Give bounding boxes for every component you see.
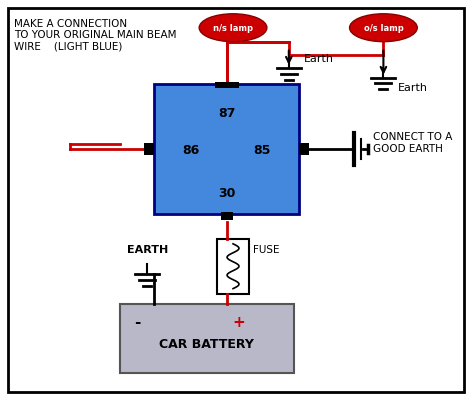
Text: n/s lamp: n/s lamp (213, 24, 253, 33)
Text: EARTH: EARTH (127, 244, 168, 254)
Bar (119, 304, 294, 373)
Text: 86: 86 (182, 143, 200, 156)
Bar (220, 213, 233, 221)
Text: MAKE A CONNECTION
TO YOUR ORIGINAL MAIN BEAM
WIRE    (LIGHT BLUE): MAKE A CONNECTION TO YOUR ORIGINAL MAIN … (14, 19, 176, 52)
Text: CAR BATTERY: CAR BATTERY (159, 337, 254, 350)
Bar (215, 83, 238, 89)
Bar (217, 239, 249, 294)
Ellipse shape (349, 15, 417, 43)
Text: 87: 87 (218, 107, 235, 119)
Text: -: - (134, 314, 141, 329)
Text: CONNECT TO A
GOOD EARTH: CONNECT TO A GOOD EARTH (374, 132, 453, 154)
Text: Earth: Earth (398, 83, 428, 93)
Text: o/s lamp: o/s lamp (364, 24, 403, 33)
Text: +: + (233, 314, 246, 329)
Bar (155, 85, 299, 215)
Ellipse shape (199, 15, 267, 43)
Bar (299, 144, 309, 156)
Text: Earth: Earth (304, 53, 334, 63)
Text: 30: 30 (218, 186, 235, 199)
Text: FUSE: FUSE (253, 244, 280, 254)
Text: 85: 85 (254, 143, 271, 156)
Bar (145, 144, 155, 156)
